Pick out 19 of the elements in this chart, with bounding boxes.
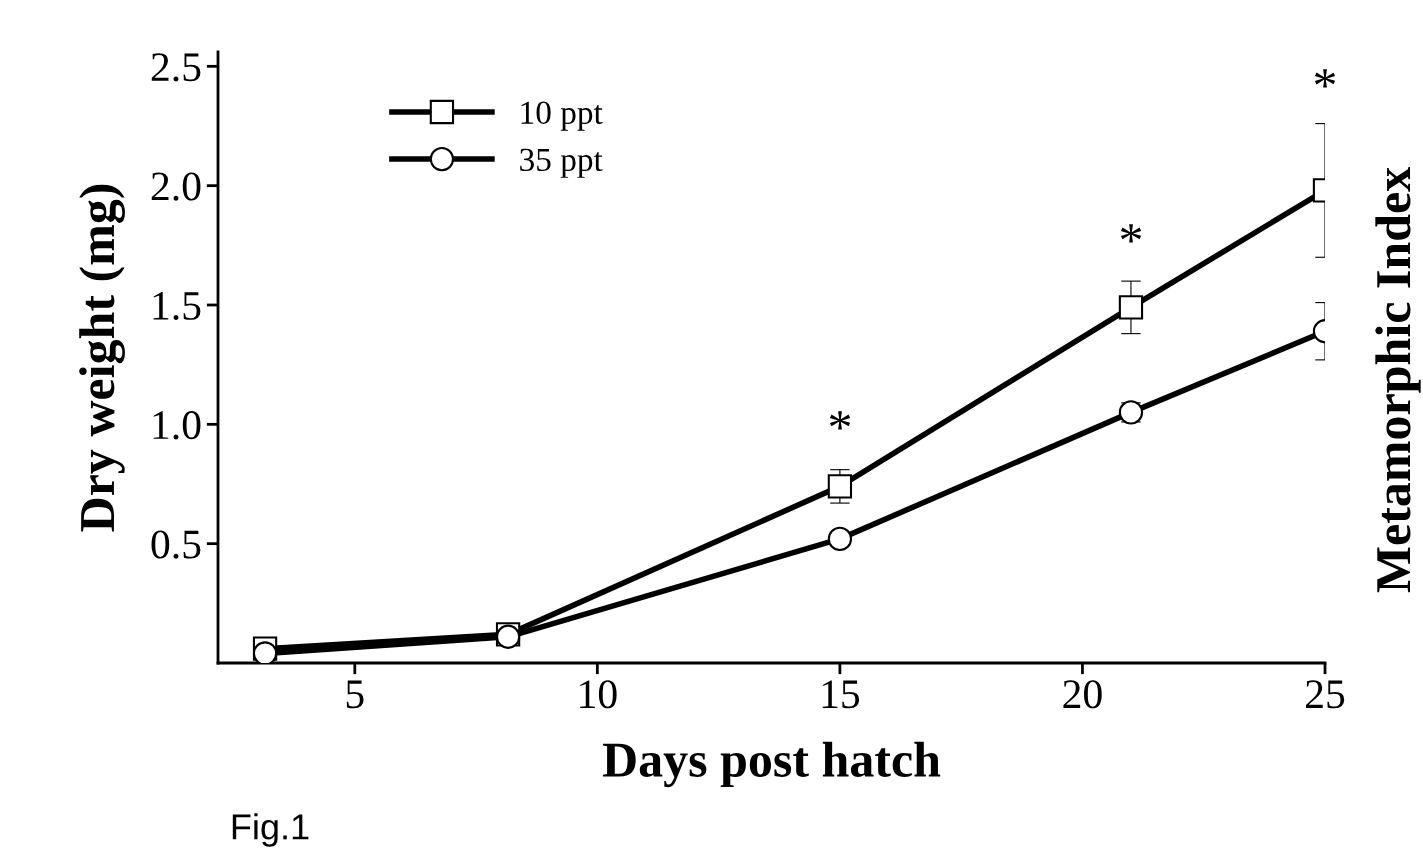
- annotation: *: [829, 411, 851, 430]
- legend-label: 35 ppt: [520, 148, 603, 178]
- annotation: *: [1120, 224, 1142, 243]
- legend-label: 10 ppt: [521, 101, 603, 131]
- x-axis-title: Days post hatch: [602, 741, 941, 788]
- x-tick-label: 10: [580, 680, 617, 709]
- y-axis-title: Dry weight (mg): [79, 184, 125, 532]
- x-tick-label: 20: [1063, 680, 1102, 709]
- x-tick-label: 25: [1306, 680, 1345, 709]
- annotation: *: [1314, 69, 1336, 88]
- x-tick-label: 15: [822, 680, 860, 709]
- y-tick-label: 1.0: [153, 411, 201, 440]
- caption: Fig.1: [232, 813, 309, 847]
- y-tick-label: 2.0: [151, 172, 201, 201]
- y2-axis-title: Metamorphic Index: [1375, 167, 1421, 593]
- x-tick-label: 5: [346, 680, 364, 709]
- y-tick-label: 0.5: [151, 530, 201, 559]
- y-tick-label: 1.5: [153, 291, 201, 321]
- y-tick-label: 2.5: [151, 53, 201, 82]
